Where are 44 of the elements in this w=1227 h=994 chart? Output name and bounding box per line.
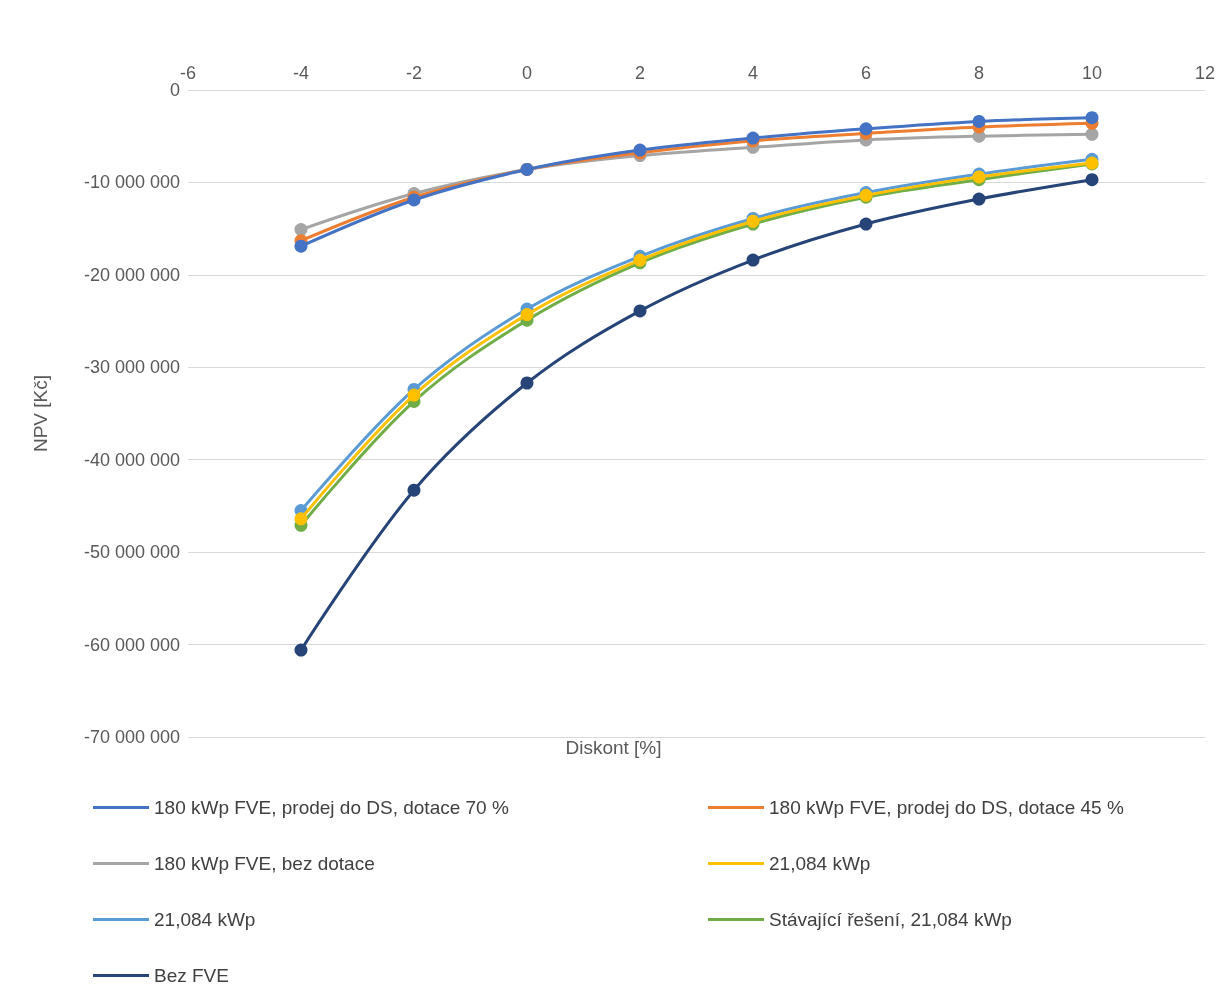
x-tick-label: 12 [1194,63,1216,83]
x-tick-label: 10 [1081,63,1103,83]
y-tick-label: -10 000 000 [83,172,180,193]
x-axis-title: Diskont [%] [565,737,662,758]
legend-label: 180 kWp FVE, bez dotace [154,853,375,874]
legend-label: 21,084 kWp [154,909,256,930]
point [294,512,308,526]
y-tick-label: -20 000 000 [83,264,180,285]
point [859,122,873,136]
x-tick-label: 6 [860,63,872,83]
y-tick-label: -50 000 000 [83,542,180,563]
x-tick-label: -6 [179,63,197,83]
legend-label: 21,084 kWp [769,853,871,874]
point [294,223,308,237]
y-tick-label: -30 000 000 [83,357,180,378]
x-tick-label: 4 [747,63,759,83]
point [746,253,760,267]
point [972,192,986,206]
legend-label: Stávající řešení, 21,084 kWp [769,909,1012,930]
legend-label: 180 kWp FVE, prodej do DS, dotace 45 % [769,797,1124,818]
point [407,483,421,497]
point [520,376,534,390]
point [972,114,986,128]
x-tick-label: 0 [521,63,533,83]
x-tick-label: -2 [405,63,423,83]
point [633,304,647,318]
y-tick-label: -40 000 000 [83,449,180,470]
point [407,388,421,402]
point [1085,111,1099,125]
x-tick-label: 2 [634,63,646,83]
y-axis-title: NPV [Kč] [30,374,51,453]
point [859,217,873,231]
x-tick-label: 8 [973,63,985,83]
point [294,643,308,657]
y-tick-label: -60 000 000 [83,634,180,655]
point [294,239,308,253]
y-tick-label: -70 000 000 [83,727,180,747]
point [1085,173,1099,187]
point [520,308,534,322]
y-tick-label: 0 [169,80,180,100]
legend-label: Bez FVE [154,965,229,986]
point [1085,127,1099,141]
x-tick-label: -4 [292,63,310,83]
legend-label: 180 kWp FVE, prodej do DS, dotace 70 % [154,797,509,818]
